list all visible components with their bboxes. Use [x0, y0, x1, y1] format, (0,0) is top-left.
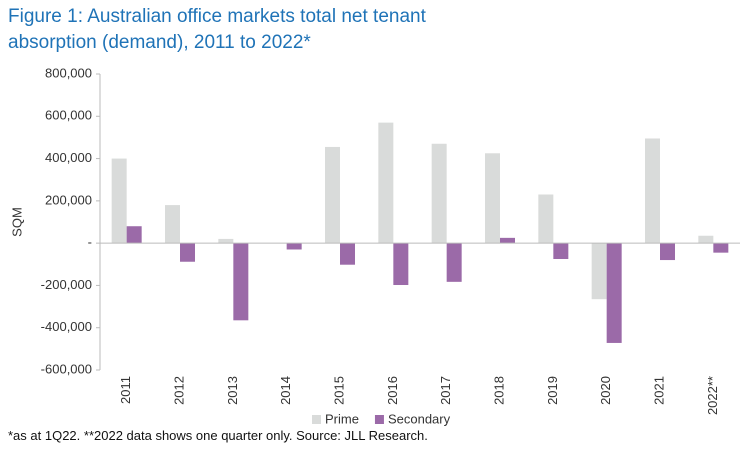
bar [698, 235, 714, 244]
x-tick-label: 2013 [225, 376, 240, 405]
bar [553, 243, 569, 259]
y-tick-label: - [88, 235, 92, 250]
bar [538, 194, 554, 244]
legend-label: Prime [325, 411, 359, 426]
x-tick-label: 2020 [598, 376, 613, 405]
y-tick-label: 800,000 [45, 65, 92, 80]
bar [126, 226, 142, 244]
legend-swatch [312, 415, 321, 424]
footnote: *as at 1Q22. **2022 data shows one quart… [8, 428, 428, 443]
y-tick-label: 600,000 [45, 108, 92, 123]
bar [645, 138, 660, 244]
bar [233, 243, 249, 321]
bar [218, 238, 234, 244]
y-tick-label: -600,000 [41, 361, 92, 376]
y-axis-label: SQM [9, 207, 24, 237]
bar [378, 122, 394, 244]
bar [431, 143, 447, 244]
bar [340, 243, 355, 265]
legend-swatch [374, 415, 384, 424]
x-tick-label: 2011 [118, 376, 133, 404]
bar [165, 205, 180, 244]
bar [591, 243, 607, 300]
bar [713, 243, 729, 253]
bar [606, 243, 622, 343]
x-tick-label: 2016 [385, 376, 400, 405]
x-tick-label: 2012 [171, 376, 186, 405]
y-tick-label: -400,000 [41, 319, 92, 334]
bar [446, 243, 462, 282]
bar [286, 243, 302, 250]
bar [111, 158, 127, 244]
bar [500, 237, 515, 244]
chart-title: Figure 1: Australian office markets tota… [8, 6, 426, 53]
bar [485, 153, 500, 244]
x-tick-label: 2015 [331, 376, 346, 405]
y-tick-label: -200,000 [41, 277, 92, 292]
y-tick-label: 400,000 [45, 150, 92, 165]
bar [393, 243, 409, 286]
x-tick-label: 2017 [438, 376, 453, 405]
x-tick-label: 2014 [278, 376, 293, 405]
x-tick-label: 2019 [545, 376, 560, 405]
bar [325, 146, 340, 244]
x-tick-label: 2022** [705, 376, 720, 415]
bar [180, 243, 195, 262]
bar [660, 243, 675, 261]
x-tick-label: 2021 [651, 376, 666, 405]
legend-label: Secondary [388, 411, 451, 426]
y-tick-label: 200,000 [45, 192, 92, 207]
x-tick-label: 2018 [491, 376, 506, 405]
